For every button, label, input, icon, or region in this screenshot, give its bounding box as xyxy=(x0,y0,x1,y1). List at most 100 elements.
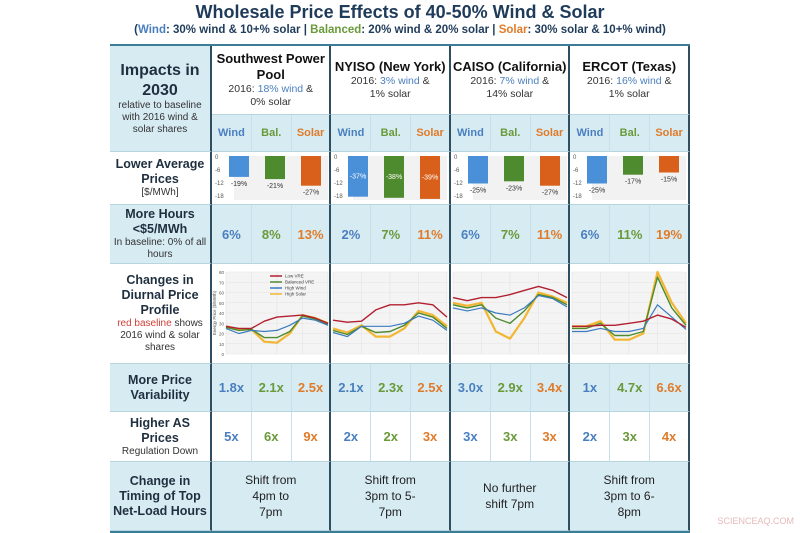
variability-value: 4.7x xyxy=(610,364,651,412)
share-amp: & xyxy=(539,75,550,87)
bar-axis-tick: 0 xyxy=(454,155,458,161)
series-solar xyxy=(572,270,688,341)
hours-value: 11% xyxy=(610,205,651,264)
share-wind: 7% wind xyxy=(499,75,540,87)
subtitle: (Wind: 30% wind & 10+% solar | Balanced:… xyxy=(0,24,800,36)
as-title: Higher AS Prices xyxy=(130,415,190,445)
diurnal-chart-svg xyxy=(452,271,568,354)
as-value: 3x xyxy=(530,412,571,462)
variability-value: 1x xyxy=(570,364,611,412)
scenario-header: Wind xyxy=(212,115,252,152)
bar-axis-tick: 0 xyxy=(573,155,577,161)
y-axis-label: Energy Price ($/MWh) xyxy=(212,290,217,335)
price-bar-wind xyxy=(229,156,249,177)
hours-value: 6% xyxy=(212,205,252,264)
hours-value: 19% xyxy=(650,205,690,264)
price-bar-bal xyxy=(623,156,644,175)
price-bar-solar xyxy=(301,156,321,186)
as-label: Higher AS Prices Regulation Down xyxy=(110,412,212,462)
page-title: Wholesale Price Effects of 40-50% Wind &… xyxy=(195,2,605,22)
series-wind xyxy=(452,294,568,316)
scenario-header: Solar xyxy=(411,115,451,152)
as-value: 3x xyxy=(490,412,531,462)
share-solar: 1% solar xyxy=(608,88,650,101)
region-share: 2016: 7% wind & xyxy=(470,75,549,88)
y-tick: 60 xyxy=(219,290,225,295)
y-tick: 20 xyxy=(219,331,225,336)
prices-title: Lower Average Prices xyxy=(115,157,205,186)
series-wind xyxy=(225,316,328,334)
diurnal-chart: 0 10 20 30 40 50 60 70 80 Energy Price ($/MWh) Low… xyxy=(212,264,332,364)
bar-chart-svg: 0 -6 -12 -18 -25% -23% -27% xyxy=(454,155,567,200)
variability-value: 2.3x xyxy=(371,364,412,412)
diurnal-chart-svg xyxy=(571,270,688,354)
price-bar-chart: 0 -6 -12 -18 -37% -38% -39% xyxy=(331,152,451,205)
price-bar-chart: 0 -6 -12 -18 -25% -17% -15% xyxy=(570,152,690,205)
bar-axis-tick: 0 xyxy=(215,155,219,161)
price-bar-label: -39% xyxy=(422,174,438,181)
as-value: 3x xyxy=(610,412,651,462)
subtitle-wind: Wind xyxy=(137,24,166,36)
price-bar-label: -27% xyxy=(303,190,319,197)
diurnal-chart-svg: 0 10 20 30 40 50 60 70 80 Energy Price ($/MWh) Low… xyxy=(212,270,329,357)
region-share: 2016: 16% wind & xyxy=(587,75,672,88)
legend-label: Balanced VRE xyxy=(285,279,314,284)
price-bar-wind xyxy=(467,156,488,184)
diurnal-red: red baseline xyxy=(117,318,172,329)
hours-title: More Hours <$5/MWh xyxy=(125,207,195,236)
bar-axis-tick: -12 xyxy=(454,181,463,187)
bar-axis-tick: -6 xyxy=(215,168,221,174)
share-year: 2016: xyxy=(470,75,500,87)
y-tick: 80 xyxy=(219,270,225,275)
variability-value: 2.5x xyxy=(411,364,451,412)
bar-chart-svg: 0 -6 -12 -18 -19% -21% -27% xyxy=(215,155,328,200)
legend-label: High Wind xyxy=(285,285,306,290)
hours-value: 8% xyxy=(251,205,292,264)
bar-chart-svg: 0 -6 -12 -18 -25% -17% -15% xyxy=(573,155,687,200)
share-solar: 0% solar xyxy=(250,96,292,109)
region-name: Southwest Power Pool xyxy=(216,50,325,82)
scenario-header: Bal. xyxy=(371,115,412,152)
price-bar-solar xyxy=(420,156,441,199)
subtitle-solar: Solar xyxy=(498,24,528,36)
legend-label: High Solar xyxy=(285,291,307,296)
timing-value: No further shift 7pm xyxy=(450,462,571,531)
share-amp: & xyxy=(661,75,672,87)
series-solar xyxy=(332,309,448,338)
timing-value: Shift from 3pm to 6-8pm xyxy=(570,462,690,531)
timing-value: Shift from 3pm to 5-7pm xyxy=(331,462,451,531)
subtitle-solar-desc: : 30% solar & 10+% wind) xyxy=(527,24,666,36)
legend-label: Low VRE xyxy=(285,273,304,278)
as-value: 2x xyxy=(331,412,372,462)
as-value: 2x xyxy=(570,412,611,462)
timing-value: Shift from 4pm to 7pm xyxy=(212,462,332,531)
share-wind: 16% wind xyxy=(616,75,662,87)
variability-value: 2.1x xyxy=(251,364,292,412)
diurnal-title: Changes in Diurnal Price Profile xyxy=(121,273,199,317)
hours-value: 7% xyxy=(371,205,412,264)
as-value: 3x xyxy=(450,412,491,462)
share-year: 2016: xyxy=(586,75,617,87)
diurnal-chart xyxy=(450,264,571,364)
bar-axis-tick: -18 xyxy=(215,194,224,200)
scenario-header: Bal. xyxy=(610,115,651,152)
bar-axis-tick: 0 xyxy=(334,155,338,161)
variability-title: More Price Variability xyxy=(128,372,192,402)
price-bar-bal xyxy=(503,156,524,182)
hours-value: 11% xyxy=(411,205,451,264)
series-bal xyxy=(452,293,568,324)
bar-axis-tick: -12 xyxy=(215,181,224,187)
as-note: Regulation Down xyxy=(121,445,199,457)
series-low xyxy=(452,285,568,301)
series-low xyxy=(333,301,448,323)
impacts-note: relative to baseline with 2016 wind & so… xyxy=(118,99,202,135)
bar-axis-tick: -18 xyxy=(334,194,343,200)
price-bar-label: -25% xyxy=(589,188,605,195)
share-wind: 3% wind xyxy=(380,75,420,87)
timing-title: Change in Timing of Top Net-Load Hours xyxy=(113,473,207,518)
hours-label: More Hours <$5/MWh In baseline: 0% of all… xyxy=(110,205,212,264)
series-low xyxy=(572,313,687,328)
as-value: 3x xyxy=(411,412,451,462)
price-bar-wind xyxy=(348,156,369,197)
scenario-header: Wind xyxy=(450,115,491,152)
